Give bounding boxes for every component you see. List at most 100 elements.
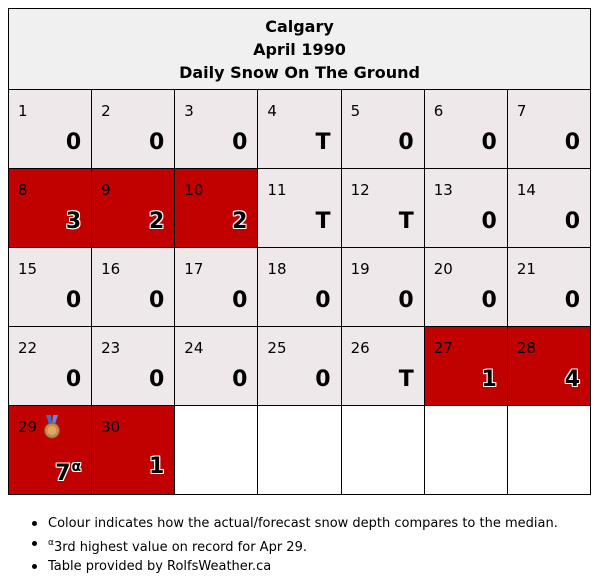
day-cell: 19 0 [340,247,425,327]
calendar-container: Calgary April 1990 Daily Snow On The Gro… [7,8,592,495]
day-cell: 16 0 [91,247,176,327]
week-row: 29 7α 30 1 [7,405,592,495]
day-number: 28 [516,339,536,357]
day-number: 4 [267,102,277,120]
day-cell: 22 0 [7,326,93,406]
day-cell: 21 0 [506,247,592,327]
snow-value: 1 [148,454,165,479]
day-number: 19 [350,260,370,278]
record-note-superscript: α [48,537,54,548]
day-number: 5 [350,102,361,120]
day-number: 10 [184,181,204,199]
day-number: 8 [18,181,28,199]
day-cell: 13 0 [423,168,508,248]
snow-value: 0 [148,288,165,313]
record-superscript: α [71,459,82,475]
day-number: 14 [516,181,536,199]
day-number: 23 [101,339,121,357]
snow-value: 2 [232,209,248,234]
day-number: 21 [516,260,536,278]
day-cell: 17 0 [174,247,259,327]
snow-value: 4 [564,367,580,392]
day-cell: 15 0 [7,247,93,327]
day-cell: 24 0 [174,326,259,406]
snow-value: T [315,209,331,234]
snow-value: 0 [564,209,580,234]
snow-value: 0 [232,367,248,392]
day-cell: 25 0 [257,326,342,406]
day-cell: 11 T [257,168,342,248]
notes-list: Colour indicates how the actual/forecast… [28,514,558,577]
snow-value: 2 [148,209,165,234]
day-number: 6 [433,102,444,120]
colour-note: Colour indicates how the actual/forecast… [28,514,558,534]
day-cell: 20 0 [423,247,508,327]
snow-value: 1 [481,367,497,392]
day-number: 27 [433,339,453,357]
snow-value: 0 [65,367,82,392]
day-number: 30 [101,418,121,436]
empty-cell [340,405,425,495]
day-number: 1 [18,102,28,120]
snow-value: 0 [232,288,248,313]
calendar-header: Calgary April 1990 Daily Snow On The Gro… [8,8,591,90]
snow-value: 0 [148,130,165,155]
city-title: Calgary [265,16,334,36]
day-cell: 18 0 [257,247,342,327]
day-cell: 28 4 [506,326,592,406]
snow-value: 0 [481,288,497,313]
snow-value-number: 7 [55,461,71,486]
day-number: 17 [184,260,204,278]
snow-value: T [315,130,331,155]
day-number: 29 [18,418,38,436]
snow-value: 0 [315,288,331,313]
snow-value: T [398,209,414,234]
table-title: Daily Snow On The Ground [179,62,420,82]
record-note: α3rd highest value on record for Apr 29. [28,534,558,558]
empty-cell [423,405,508,495]
day-number: 24 [184,339,204,357]
day-number: 7 [516,102,527,120]
bronze-medal-icon [44,415,60,439]
day-number: 11 [267,181,287,199]
day-number: 20 [433,260,453,278]
snow-value: 0 [564,130,580,155]
day-number: 26 [350,339,370,357]
record-note-text: 3rd highest value on record for Apr 29. [53,539,307,555]
snow-value: 0 [65,130,82,155]
day-cell: 27 1 [423,326,508,406]
snow-value: 3 [65,209,82,234]
snow-value: 0 [564,288,580,313]
day-number: 18 [267,260,287,278]
day-number: 9 [101,181,111,199]
snow-value: 0 [481,209,497,234]
day-cell: 12 T [340,168,425,248]
day-number: 25 [267,339,287,357]
day-cell: 23 0 [91,326,176,406]
day-cell: 26 T [340,326,425,406]
snow-value: 0 [232,130,248,155]
snow-value: 0 [315,367,331,392]
snow-value: 0 [148,367,165,392]
day-number: 13 [433,181,453,199]
day-number: 12 [350,181,370,199]
day-number: 15 [18,260,38,278]
snow-value: 0 [398,130,414,155]
day-number: 3 [184,102,194,120]
snow-value: 7α [55,453,81,488]
week-row: 22 0 23 0 24 0 25 0 26 T 27 1 28 4 [7,326,592,406]
month-title: April 1990 [253,39,346,59]
credit-note: Table provided by RolfsWeather.ca [28,557,558,577]
empty-cell [506,405,592,495]
day-cell: 29 7α [7,405,93,495]
